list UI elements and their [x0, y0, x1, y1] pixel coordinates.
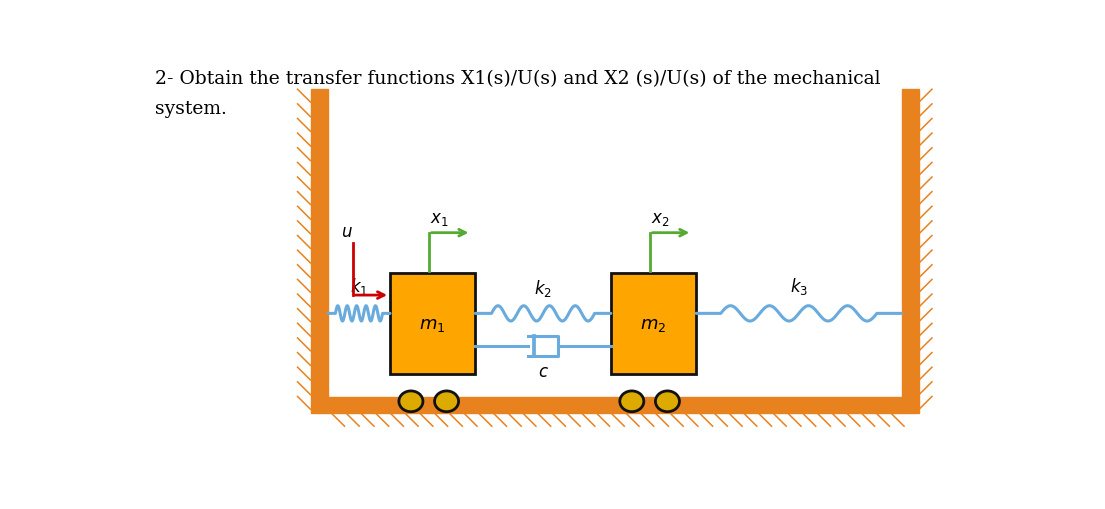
Bar — [902, 90, 918, 413]
Ellipse shape — [434, 391, 459, 412]
Ellipse shape — [399, 391, 423, 412]
Text: $m_2$: $m_2$ — [641, 315, 666, 333]
Text: system.: system. — [155, 99, 227, 118]
Bar — [311, 90, 328, 413]
Text: $x_1$: $x_1$ — [430, 211, 449, 228]
Text: $k_2$: $k_2$ — [534, 277, 552, 298]
Ellipse shape — [620, 391, 644, 412]
Bar — [611, 273, 696, 375]
Text: $m_1$: $m_1$ — [420, 315, 445, 333]
Bar — [328, 398, 902, 413]
Bar — [390, 273, 475, 375]
Text: $k_1$: $k_1$ — [350, 276, 368, 297]
Text: $c$: $c$ — [538, 363, 548, 380]
Text: $k_3$: $k_3$ — [790, 276, 808, 297]
Ellipse shape — [655, 391, 680, 412]
Text: $x_2$: $x_2$ — [651, 211, 670, 228]
Text: 2- Obtain the transfer functions X1(s)/U(s) and X2 (s)/U(s) of the mechanical: 2- Obtain the transfer functions X1(s)/U… — [155, 70, 881, 88]
Text: $u$: $u$ — [340, 223, 352, 240]
